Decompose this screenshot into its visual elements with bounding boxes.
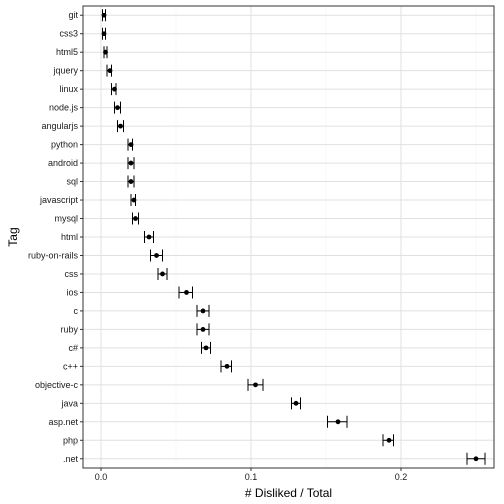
x-tick-label: 0.1 — [245, 472, 258, 482]
y-tick-label: linux — [59, 84, 78, 94]
data-point — [103, 49, 108, 55]
y-tick-label: asp.net — [48, 417, 78, 427]
data-point — [115, 105, 120, 111]
y-tick-label: css — [65, 269, 79, 279]
data-point — [473, 456, 479, 462]
y-tick-label: java — [60, 398, 78, 408]
data-point — [107, 68, 113, 74]
y-axis-ticks: git css3 html5 jquery linux node.js angularjs p… — [28, 10, 83, 464]
data-point — [118, 123, 123, 129]
data-point — [386, 437, 392, 443]
y-tick-label: ios — [66, 287, 78, 297]
data-point — [203, 345, 209, 351]
data-point — [101, 31, 107, 37]
data-point — [128, 179, 134, 184]
data-point — [293, 400, 299, 406]
y-tick-label: javascript — [39, 195, 79, 205]
x-tick-label: 0.2 — [395, 472, 408, 482]
data-point — [200, 327, 206, 332]
y-tick-label: python — [51, 140, 78, 150]
data-point — [253, 382, 258, 388]
y-tick-label: php — [63, 435, 78, 445]
x-axis-ticks: 0.0 0.1 0.2 — [95, 468, 408, 482]
x-axis-title: # Disliked / Total — [245, 486, 332, 500]
data-point — [128, 160, 134, 166]
data-point — [154, 253, 159, 258]
data-point — [128, 142, 134, 148]
y-tick-label: angularjs — [41, 121, 78, 131]
y-axis-title: Tag — [6, 227, 20, 246]
y-tick-label: objective-c — [35, 380, 79, 390]
y-tick-label: .net — [63, 454, 79, 464]
y-tick-label: c# — [68, 343, 78, 353]
y-tick-label: c — [74, 306, 79, 316]
y-tick-label: sql — [66, 177, 78, 187]
data-point — [131, 197, 137, 203]
data-point — [160, 271, 165, 277]
data-point — [200, 308, 206, 314]
y-tick-label: html5 — [56, 47, 78, 57]
y-tick-label: node.js — [49, 103, 79, 113]
data-points — [101, 12, 479, 462]
y-tick-label: css3 — [59, 29, 78, 39]
data-point — [112, 86, 117, 92]
y-tick-label: ruby-on-rails — [28, 250, 79, 260]
y-tick-label: c++ — [63, 361, 78, 371]
data-point — [146, 234, 152, 240]
data-point — [101, 12, 107, 18]
y-tick-label: html — [61, 232, 78, 242]
y-tick-label: git — [68, 10, 78, 20]
x-tick-label: 0.0 — [95, 472, 108, 482]
y-tick-label: android — [48, 158, 78, 168]
y-tick-label: jquery — [52, 66, 78, 76]
grid — [83, 6, 494, 468]
data-point — [224, 363, 230, 369]
error-bars — [102, 9, 486, 465]
data-point — [335, 419, 341, 425]
y-tick-label: ruby — [60, 324, 78, 334]
y-tick-label: mysql — [54, 214, 78, 224]
data-point — [184, 290, 189, 295]
data-point — [133, 216, 138, 221]
